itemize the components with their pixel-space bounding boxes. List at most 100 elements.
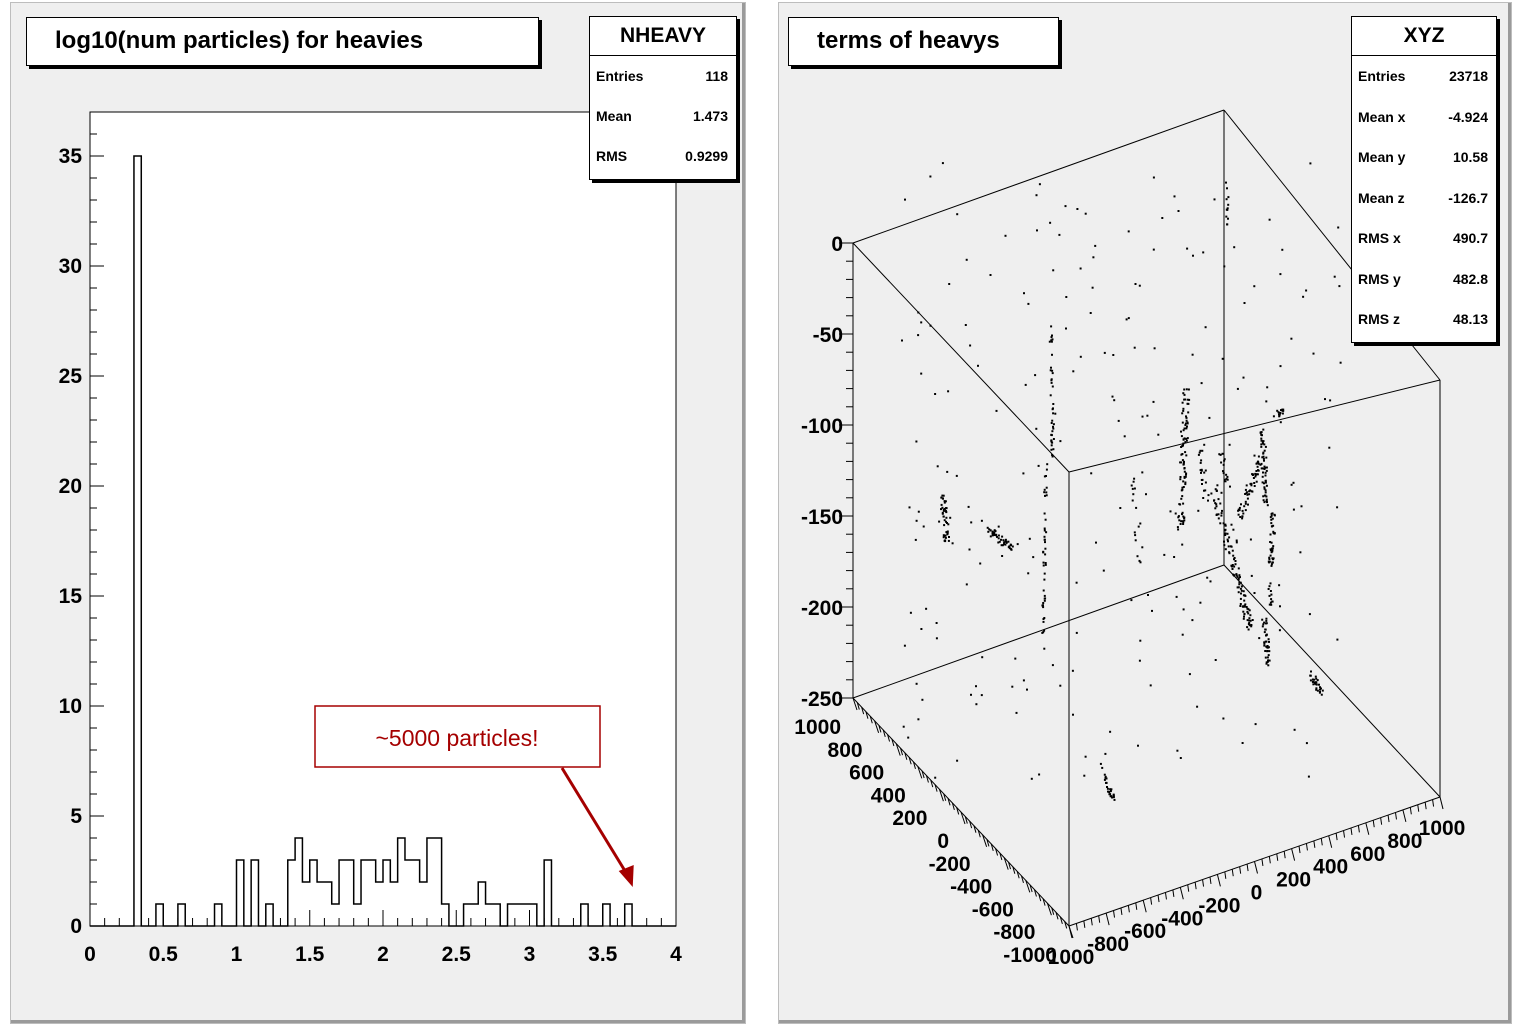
scatter-point: [1236, 387, 1239, 390]
scatter-point: [1051, 353, 1053, 356]
scatter-point: [941, 506, 944, 509]
scatter-point: [1051, 408, 1054, 411]
y-tick: [973, 825, 977, 833]
scatter-point: [1015, 711, 1018, 714]
scatter-point: [1008, 547, 1011, 550]
scatter-point: [1267, 646, 1270, 649]
scatter-point: [1163, 553, 1166, 556]
scatter-point: [1270, 564, 1273, 567]
scatter-point: [1320, 687, 1322, 690]
scatter-point: [1184, 398, 1186, 401]
scatter-point: [1079, 355, 1082, 358]
scatter-point: [1139, 561, 1142, 564]
scatter-point: [995, 409, 998, 412]
scatter-point: [1242, 376, 1245, 379]
scatter-point: [1050, 340, 1053, 343]
scatter-point: [1254, 475, 1257, 478]
scatter-point: [1187, 388, 1190, 391]
scatter-point: [1045, 494, 1048, 497]
scatter-point: [929, 324, 932, 327]
scatter-point: [1134, 539, 1137, 542]
scatter-point: [1270, 541, 1273, 544]
x-tick: [1209, 876, 1212, 885]
scatter-point: [1263, 468, 1266, 470]
scatter-point: [1276, 409, 1279, 412]
y-tick-label: 1000: [794, 716, 841, 739]
scatter-point: [1000, 544, 1003, 547]
scatter-point: [1045, 468, 1048, 471]
scatter-point: [1242, 590, 1245, 593]
scatter-point: [1240, 592, 1242, 595]
box-edge: [852, 564, 1225, 699]
x-tick: [1135, 902, 1138, 910]
scatter-point: [1262, 440, 1265, 443]
y-tick: [1008, 862, 1012, 870]
left-stats-value: 1.473: [692, 108, 728, 124]
scatter-point: [1265, 617, 1268, 620]
y-tick: [977, 830, 981, 838]
scatter-point: [1185, 473, 1187, 476]
y-tick: [882, 729, 886, 738]
y-tick: [1003, 857, 1009, 870]
scatter-point: [1064, 205, 1067, 208]
scatter-point: [1234, 563, 1237, 566]
scatter-point: [1263, 443, 1266, 446]
scatter-point: [1101, 766, 1104, 769]
x-tick: [1231, 869, 1234, 877]
scatter-point: [1270, 551, 1273, 554]
y-tick: [912, 761, 916, 769]
left-chart-title: log10(num particles) for heavies: [26, 17, 539, 66]
right-stats-row: RMS x 490.7: [1352, 218, 1496, 259]
scatter-point: [943, 500, 946, 503]
scatter-point: [1185, 427, 1188, 430]
scatter-point: [1241, 742, 1244, 744]
scatter-point: [1152, 176, 1155, 179]
x-tick: [1164, 892, 1167, 900]
box-edge: [1223, 564, 1441, 798]
scatter-point: [1152, 248, 1155, 251]
scatter-point: [1197, 509, 1200, 512]
x-tick: [1194, 882, 1197, 890]
scatter-point: [1280, 409, 1282, 412]
scatter-point: [992, 533, 995, 536]
scatter-point: [1007, 540, 1010, 543]
scatter-point: [1250, 482, 1253, 485]
scatter-point: [1042, 618, 1045, 620]
x-tick-label: 200: [1276, 869, 1311, 892]
scatter-point: [1244, 502, 1247, 505]
scatter-point: [1314, 682, 1317, 685]
scatter-point: [1215, 514, 1218, 516]
scatter-point: [1028, 537, 1031, 540]
scatter-point: [1022, 472, 1025, 475]
scatter-point: [1250, 625, 1253, 628]
scatter-point: [1042, 606, 1045, 609]
x-tick-label: -200: [1198, 894, 1240, 917]
scatter-point: [941, 511, 944, 514]
x-tick: [1179, 887, 1184, 900]
scatter-point: [1263, 631, 1266, 634]
scatter-point: [942, 509, 945, 512]
x-tick: [1313, 840, 1316, 848]
scatter-point: [917, 334, 920, 337]
scatter-point: [1248, 622, 1251, 624]
scatter-point: [1241, 515, 1244, 518]
scatter-point: [1223, 544, 1226, 547]
x-tick: [1372, 820, 1375, 828]
scatter-point: [1225, 198, 1228, 201]
scatter-point: [1200, 469, 1203, 472]
z-tick-label: -150: [801, 506, 843, 529]
scatter-point: [1256, 465, 1259, 468]
scatter-point: [915, 682, 918, 685]
scatter-point: [1183, 467, 1186, 470]
scatter-point: [1071, 669, 1074, 672]
scatter-point: [1181, 513, 1183, 516]
scatter-point: [1011, 545, 1014, 548]
y-tick-label: 600: [849, 762, 884, 785]
scatter-point: [1239, 581, 1242, 584]
scatter-point: [1185, 419, 1188, 422]
x-tick: [1083, 920, 1086, 928]
scatter-point: [1271, 547, 1274, 550]
scatter-point: [1104, 775, 1107, 778]
right-stats-row: Mean y 10.58: [1352, 137, 1496, 178]
scatter-point: [1010, 548, 1013, 551]
